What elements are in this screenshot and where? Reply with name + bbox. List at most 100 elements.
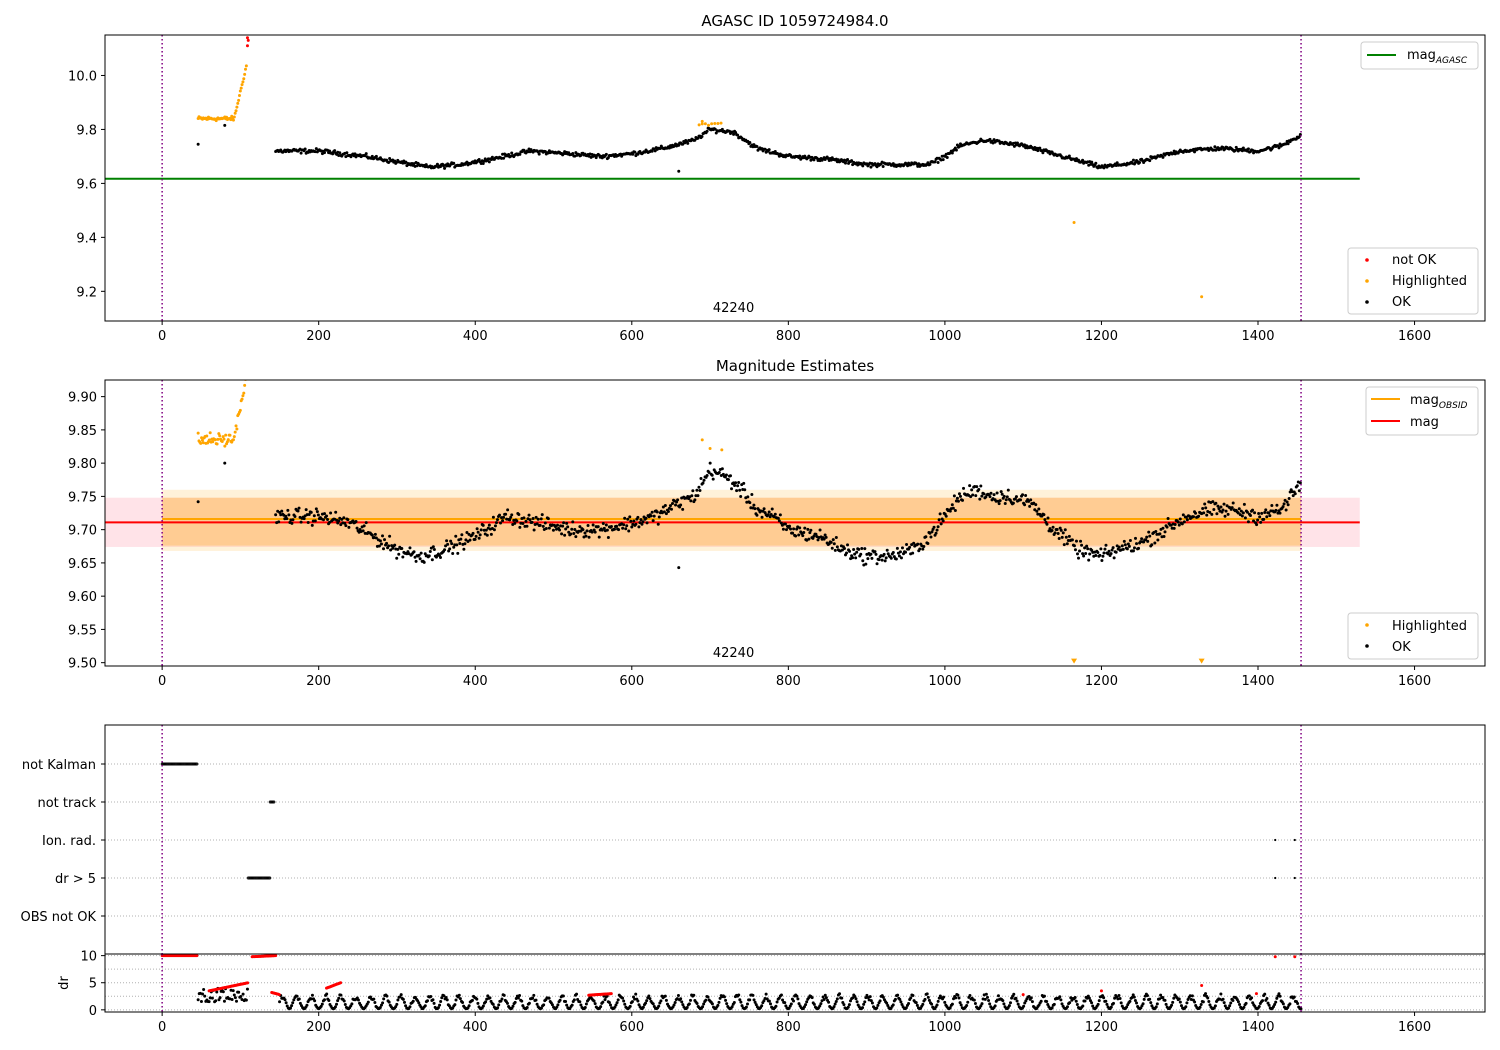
ok-point xyxy=(451,551,455,555)
dr-point xyxy=(1119,1001,1123,1005)
dr-flagged-point xyxy=(195,954,199,958)
dr-point xyxy=(838,992,842,996)
dr-point xyxy=(692,993,696,997)
dr-point xyxy=(689,998,693,1002)
ok-point xyxy=(843,161,847,165)
highlighted-point xyxy=(232,435,236,439)
ok-point xyxy=(604,152,608,156)
dr-point xyxy=(745,1002,749,1006)
ok-point xyxy=(627,529,631,533)
dr-point xyxy=(739,1000,743,1004)
y-tick-label: 9.75 xyxy=(68,490,97,505)
dr-point xyxy=(1081,1004,1085,1008)
dr-point xyxy=(685,1005,689,1009)
dr-point xyxy=(445,998,449,1002)
ok-point xyxy=(1224,509,1228,513)
ok-point xyxy=(525,524,529,528)
ok-point xyxy=(650,149,654,153)
panel2-annotation: 42240 xyxy=(713,646,754,661)
dr-point xyxy=(532,993,536,997)
ok-point xyxy=(397,552,401,556)
highlighted-point xyxy=(703,122,707,126)
dr-point xyxy=(783,1001,787,1005)
dr-point xyxy=(453,1003,457,1007)
ok-point xyxy=(314,507,318,511)
flag-label-obs-not-ok: OBS not OK xyxy=(21,910,97,925)
ok-point xyxy=(802,530,806,534)
ok-point xyxy=(701,481,705,485)
ok-point xyxy=(534,515,538,519)
highlighted-point xyxy=(216,437,220,441)
ok-point xyxy=(477,536,481,540)
ok-point xyxy=(1145,535,1149,539)
ok-point xyxy=(1072,544,1076,548)
dr-point xyxy=(956,993,960,997)
dr-point xyxy=(930,1002,934,1006)
ok-point xyxy=(979,484,983,488)
ok-point xyxy=(637,525,641,529)
ok-point xyxy=(641,520,645,524)
ok-point xyxy=(953,508,957,512)
ok-point xyxy=(1078,549,1082,553)
ok-point xyxy=(735,489,739,493)
ok-point xyxy=(597,535,601,539)
ok-point xyxy=(1287,496,1291,500)
ok-point xyxy=(445,539,449,543)
ok-point xyxy=(1204,506,1208,510)
dr-point xyxy=(926,995,930,999)
ok-point xyxy=(1277,146,1281,150)
dr-point xyxy=(672,1003,676,1007)
dr-point xyxy=(1030,1000,1034,1004)
dr-point xyxy=(1060,1002,1064,1006)
ok-point xyxy=(897,554,901,558)
dr-point xyxy=(1163,998,1167,1002)
ok-point xyxy=(344,524,348,528)
dr-point xyxy=(904,1006,908,1010)
y-tick-label: 9.65 xyxy=(68,557,97,572)
ok-point xyxy=(364,521,368,525)
highlighted-point xyxy=(222,437,226,441)
ok-point xyxy=(1281,505,1285,509)
ok-point xyxy=(508,518,512,522)
dr-point xyxy=(675,997,679,1001)
flag-label-ion-rad: Ion. rad. xyxy=(42,834,96,849)
dr-point xyxy=(1188,994,1192,998)
ok-point xyxy=(481,523,485,527)
ok-point xyxy=(1138,161,1142,165)
ok-point xyxy=(656,522,660,526)
ok-point xyxy=(750,492,754,496)
dr-point xyxy=(663,994,667,998)
ok-point xyxy=(720,467,724,471)
panel2-legend-markers: Highlighted OK xyxy=(1347,612,1479,660)
dr-point xyxy=(1242,1005,1246,1009)
ok-point xyxy=(1088,552,1092,556)
ok-point xyxy=(733,484,737,488)
ok-point xyxy=(571,520,575,524)
dr-point xyxy=(921,1002,925,1006)
panel2-plot-area: 0 200 400 600 800 1000 1200 1400 1600 9.50 9.55 9.6… xyxy=(68,379,1486,689)
highlighted-point xyxy=(234,424,238,428)
dr-point xyxy=(1201,1000,1205,1004)
dr-point xyxy=(475,997,479,1001)
ok-point xyxy=(287,513,291,517)
ok-point xyxy=(502,156,506,160)
ok-point xyxy=(1032,501,1036,505)
highlighted-point xyxy=(243,383,247,387)
y-tick-label: 0 xyxy=(89,1004,97,1019)
dr-point xyxy=(1155,1002,1159,1006)
ok-point xyxy=(937,518,941,522)
ok-point xyxy=(1131,158,1135,162)
dr-point xyxy=(565,1003,569,1007)
ok-point xyxy=(1128,539,1132,543)
ok-point xyxy=(383,538,387,542)
ok-point xyxy=(636,515,640,519)
ok-point xyxy=(573,528,577,532)
ok-point xyxy=(676,498,680,502)
ok-point xyxy=(829,540,833,544)
ok-point xyxy=(1083,546,1087,550)
ok-point xyxy=(624,527,628,531)
ok-point xyxy=(1013,497,1017,501)
dr-point xyxy=(429,994,433,998)
ok-point xyxy=(936,161,940,165)
ok-point xyxy=(303,147,307,151)
